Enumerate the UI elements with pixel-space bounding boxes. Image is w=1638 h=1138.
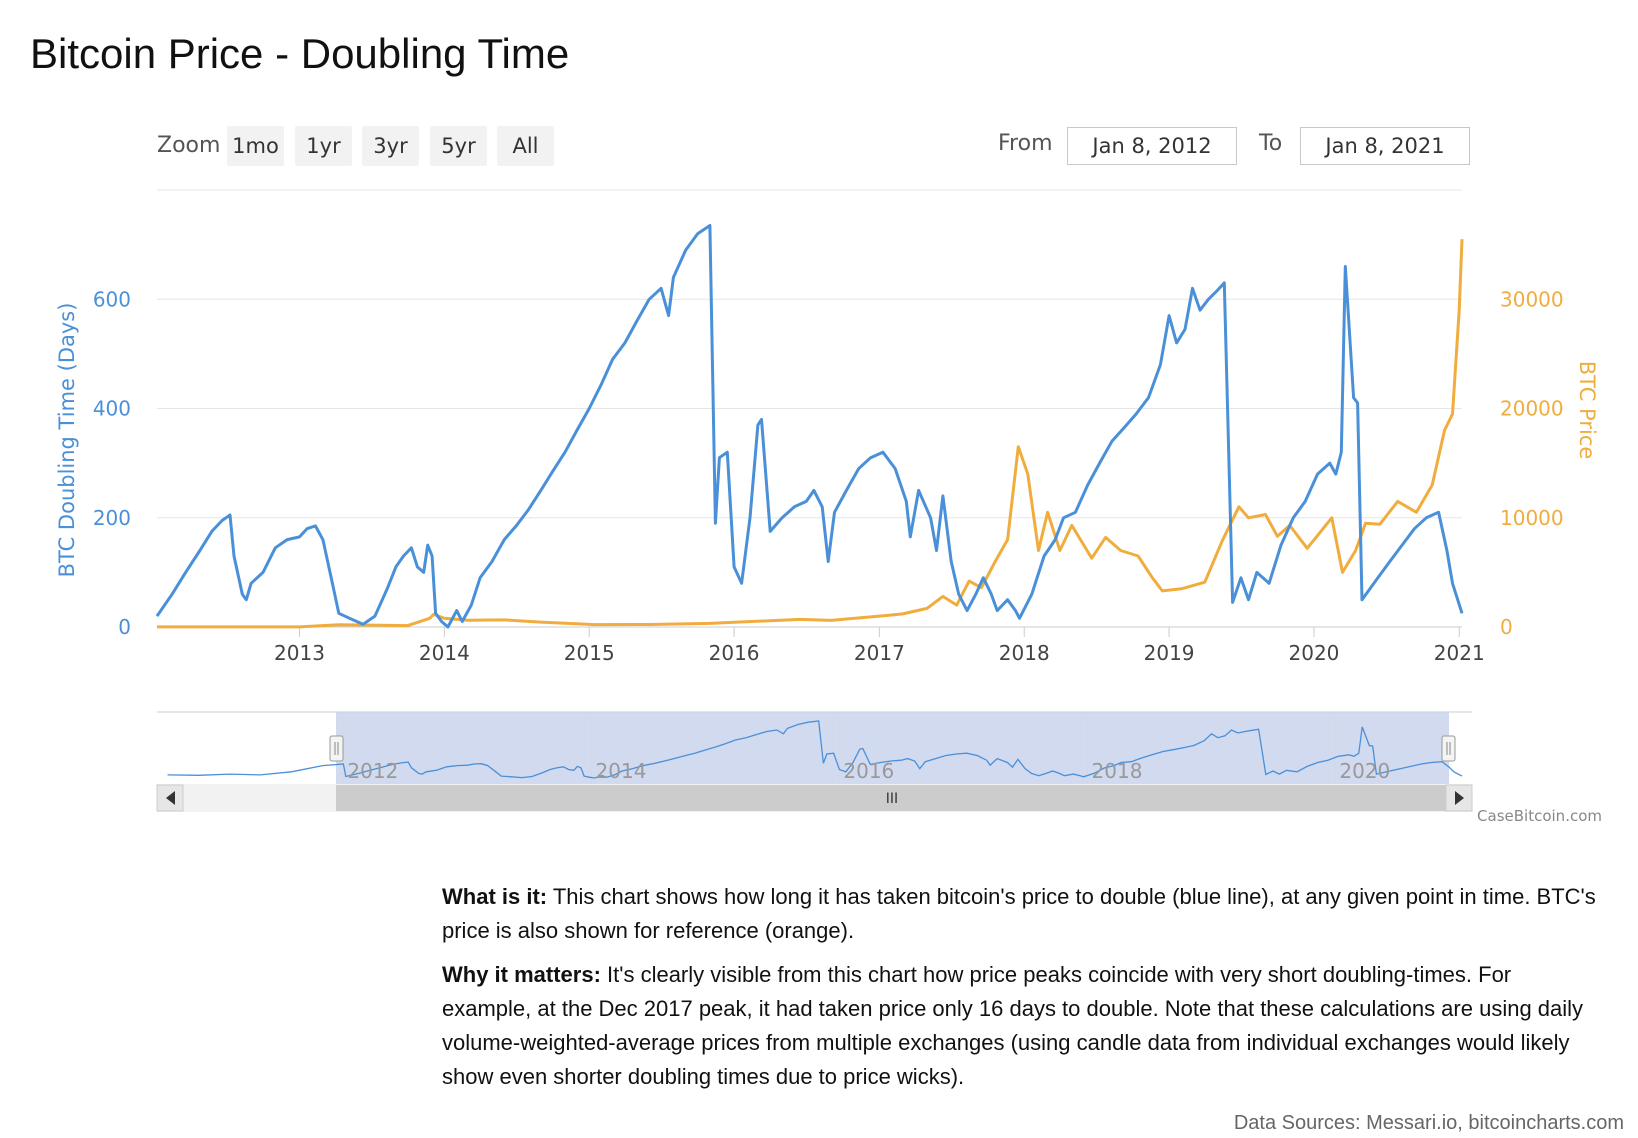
x-tick-label: 2020 — [1289, 641, 1340, 665]
x-tick-label: 2015 — [564, 641, 615, 665]
what-paragraph: What is it: This chart shows how long it… — [442, 880, 1602, 948]
sources-text: Messari.io, bitcoincharts.com — [1360, 1112, 1624, 1134]
x-axis: 2013 2014 2015 2016 2017 2018 2019 2020 2021 — [274, 627, 1485, 665]
series-layer — [155, 224, 1464, 629]
x-tick-label: 2019 — [1144, 641, 1195, 665]
navigator-series-line — [167, 720, 1463, 779]
x-tick-label: 2018 — [999, 641, 1050, 665]
zoom-all-button[interactable]: All — [497, 126, 554, 166]
scroll-left-button[interactable] — [156, 784, 184, 812]
navigator-year-label: 2018 — [1092, 759, 1143, 783]
zoom-1yr-button[interactable]: 1yr — [295, 126, 352, 166]
zoom-label: Zoom — [157, 133, 221, 158]
navigator-year-label: 2020 — [1339, 759, 1390, 783]
why-text: It's clearly visible from this chart how… — [442, 962, 1584, 1089]
navigator-year-label: 2014 — [596, 759, 647, 783]
why-paragraph: Why it matters: It's clearly visible fro… — [442, 958, 1602, 1094]
doubling-time-series-line — [155, 224, 1464, 629]
y-right-tick-label: 20000 — [1500, 397, 1564, 421]
navigator-year-label: 2016 — [843, 759, 894, 783]
what-label: What is it: — [442, 884, 548, 909]
what-text: This chart shows how long it has taken b… — [442, 884, 1596, 943]
x-tick-label: 2013 — [274, 641, 325, 665]
from-date-input[interactable] — [1067, 127, 1237, 165]
zoom-3yr-button[interactable]: 3yr — [362, 126, 419, 166]
x-tick-label: 2017 — [854, 641, 905, 665]
scrollbar-thumb[interactable] — [336, 785, 1449, 811]
left-arrow-icon — [166, 791, 175, 805]
scrollbar-grip-icon: III — [886, 791, 898, 807]
y-right-axis: 0 10000 20000 30000 — [1500, 287, 1564, 639]
grid-lines — [157, 189, 1462, 628]
y-right-tick-label: 0 — [1500, 615, 1513, 639]
x-tick-label: 2021 — [1434, 641, 1485, 665]
from-label: From — [998, 131, 1053, 156]
right-arrow-icon — [1455, 791, 1464, 805]
x-tick-label: 2016 — [709, 641, 760, 665]
navigator-left-handle[interactable] — [329, 735, 344, 762]
navigator-labels: 2012 2014 2016 2018 2020 — [347, 759, 1390, 783]
btc-price-series-line — [157, 239, 1464, 629]
credit-link[interactable]: CaseBitcoin.com — [1477, 807, 1602, 825]
to-date-input[interactable] — [1300, 127, 1470, 165]
navigator-selected-range[interactable] — [336, 712, 1449, 784]
x-tick-label: 2014 — [419, 641, 470, 665]
y-left-tick-label: 0 — [118, 615, 131, 639]
navigator-right-handle[interactable] — [1441, 735, 1456, 762]
why-label: Why it matters: — [442, 962, 601, 987]
y-left-tick-label: 600 — [93, 287, 131, 311]
to-label: To — [1259, 131, 1283, 156]
y-left-axis-title: BTC Doubling Time (Days) — [55, 303, 79, 578]
y-right-tick-label: 30000 — [1500, 287, 1564, 311]
zoom-1mo-button[interactable]: 1mo — [227, 126, 284, 166]
scroll-right-button[interactable] — [1445, 784, 1473, 812]
data-sources: Data Sources: Messari.io, bitcoincharts.… — [1234, 1112, 1624, 1135]
sources-label: Data Sources: — [1233, 1112, 1361, 1134]
y-right-tick-label: 10000 — [1500, 506, 1564, 530]
y-left-tick-label: 200 — [93, 506, 131, 530]
doubling-time-chart: 2013 2014 2015 2016 2017 2018 2019 2020 2021 0 20… — [55, 189, 1599, 812]
navigator-year-label: 2012 — [347, 759, 398, 783]
y-right-axis-title: BTC Price — [1575, 361, 1599, 460]
y-left-tick-label: 400 — [93, 397, 131, 421]
y-left-axis: 0 200 400 600 — [93, 287, 131, 639]
page-title: Bitcoin Price - Doubling Time — [30, 30, 570, 77]
zoom-5yr-button[interactable]: 5yr — [430, 126, 487, 166]
navigator[interactable]: 2012 2014 2016 2018 2020 III — [156, 711, 1473, 812]
description: What is it: This chart shows how long it… — [442, 880, 1602, 1104]
